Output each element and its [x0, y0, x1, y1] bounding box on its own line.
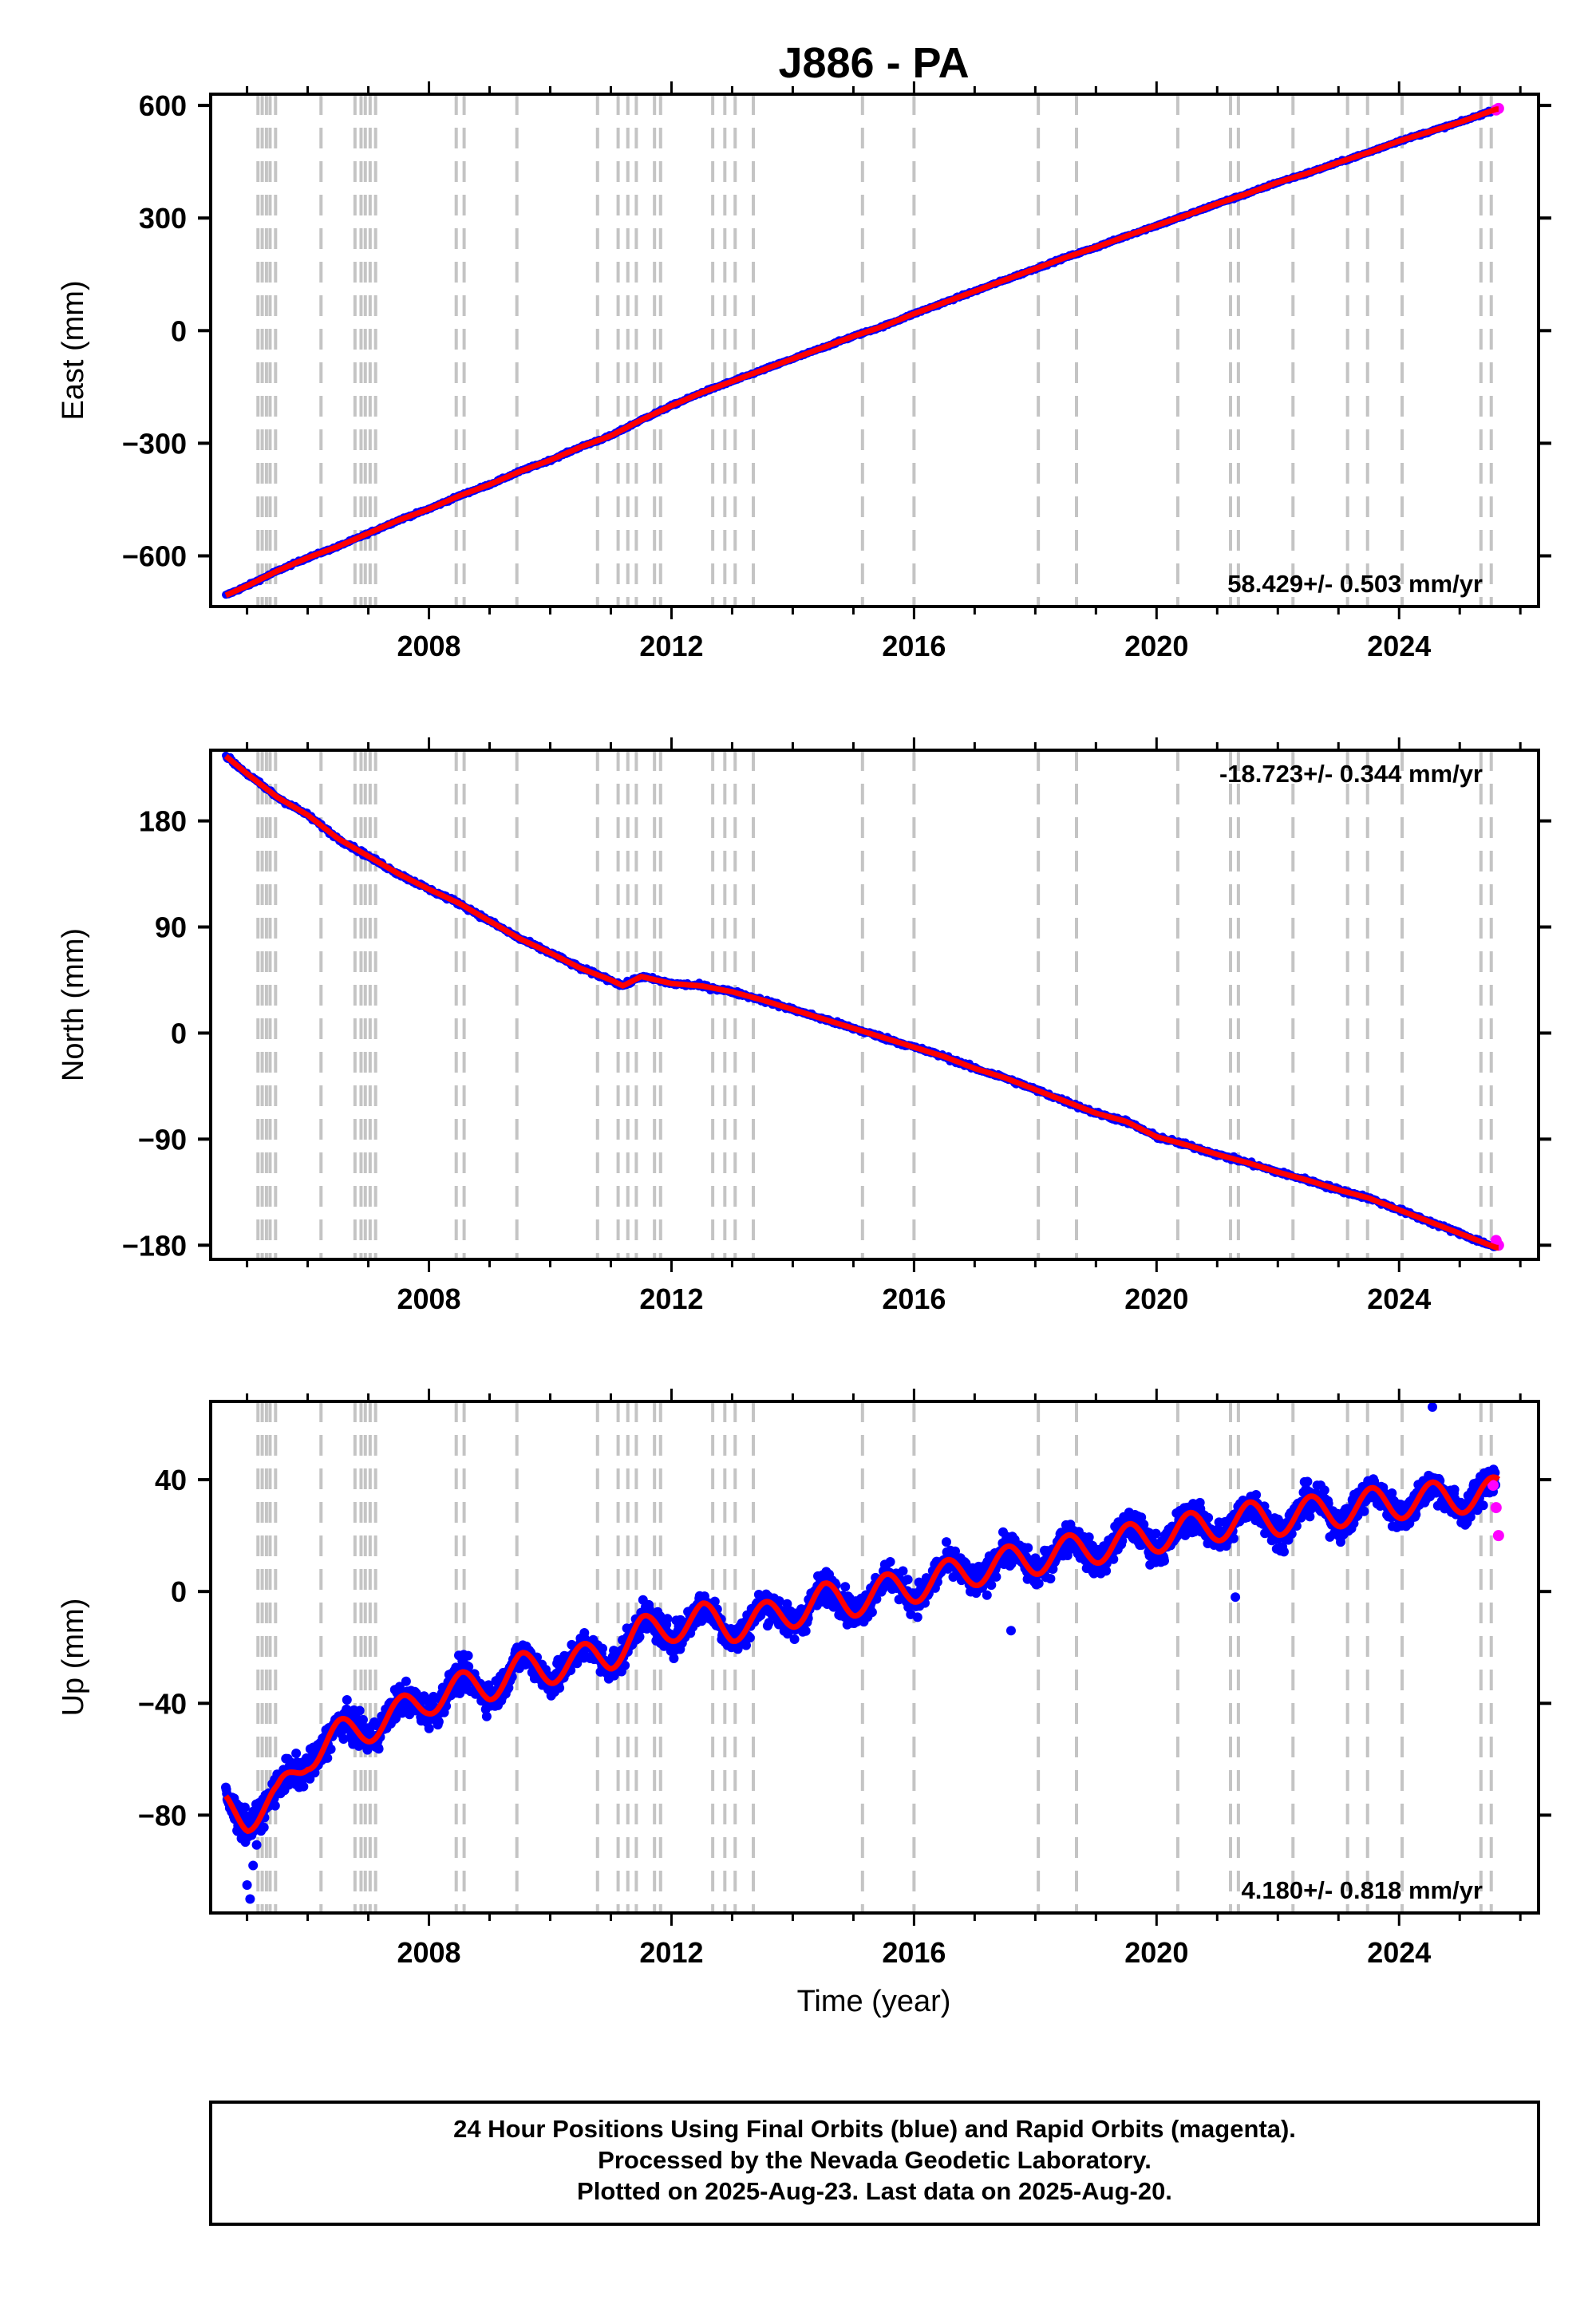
x-tick-label: 2016 — [882, 630, 946, 662]
north-axis-ticks: 180 90 0 −90 −180 2008 2012 2016 2020 2024 — [122, 737, 1551, 1315]
north-velocity-label: -18.723+/- 0.344 mm/yr — [1219, 760, 1483, 788]
data-point — [991, 1571, 1001, 1582]
data-point — [1023, 1543, 1033, 1553]
data-point — [620, 1660, 630, 1670]
data-point — [598, 1643, 607, 1654]
data-point — [745, 1633, 755, 1643]
data-point — [903, 1575, 913, 1585]
east-plot-frame — [209, 93, 1540, 608]
y-tick-label: −600 — [122, 540, 187, 573]
y-tick-label: 90 — [155, 911, 187, 944]
data-point — [464, 1662, 474, 1672]
data-point — [322, 1753, 333, 1763]
data-point — [885, 1557, 895, 1567]
data-point — [298, 1781, 309, 1792]
x-tick-label: 2008 — [397, 630, 460, 662]
x-tick-label: 2024 — [1367, 630, 1431, 662]
east-velocity-label: 58.429+/- 0.503 mm/yr — [1227, 570, 1483, 598]
chart-title: J886 - PA — [778, 39, 969, 87]
data-point — [840, 1582, 851, 1592]
equipment-change-lines — [256, 94, 1493, 607]
data-point — [741, 1640, 751, 1650]
data-point — [669, 1654, 679, 1663]
data-point — [239, 1802, 250, 1812]
east-panel: 600 300 0 −300 −600 2008 2012 2016 2020 2024 East… — [57, 81, 1551, 662]
x-tick-label: 2008 — [397, 1282, 460, 1315]
data-point — [354, 1705, 365, 1716]
data-point — [270, 1800, 280, 1811]
data-point — [484, 1680, 494, 1690]
data-point — [342, 1695, 352, 1705]
x-tick-label: 2012 — [639, 1282, 703, 1315]
x-tick-label: 2020 — [1124, 1282, 1188, 1315]
north-panel: 180 90 0 −90 −180 2008 2012 2016 2020 2024 North … — [57, 737, 1551, 1315]
data-point — [391, 1713, 401, 1723]
data-point — [401, 1676, 411, 1686]
data-point — [259, 1822, 269, 1832]
data-point — [572, 1658, 583, 1669]
data-point — [898, 1566, 908, 1576]
data-point — [358, 1714, 368, 1725]
up-data-points — [221, 1402, 1504, 1904]
data-point — [789, 1634, 800, 1644]
y-tick-label: 300 — [139, 202, 187, 235]
y-tick-label: −300 — [122, 427, 187, 460]
data-point — [1045, 1574, 1056, 1584]
x-tick-label: 2016 — [882, 1282, 946, 1315]
data-point — [338, 1734, 349, 1744]
east-axis-ticks: 600 300 0 −300 −600 2008 2012 2016 2020 2024 — [122, 81, 1551, 662]
data-point — [634, 1632, 645, 1642]
y-tick-label: 0 — [171, 314, 187, 347]
north-model-line — [223, 753, 1499, 1251]
data-point — [950, 1546, 960, 1556]
data-point — [986, 1580, 997, 1591]
y-tick-label: 600 — [139, 89, 187, 122]
data-point — [871, 1594, 882, 1604]
data-point — [774, 1596, 784, 1607]
data-point — [782, 1599, 792, 1609]
data-point — [433, 1717, 444, 1727]
east-model-line — [224, 106, 1499, 599]
data-point — [424, 1723, 434, 1733]
data-point — [555, 1683, 565, 1693]
data-point — [463, 1650, 473, 1661]
equipment-change-lines — [256, 750, 1493, 1259]
data-point — [709, 1596, 720, 1607]
data-point — [878, 1583, 888, 1594]
east-y-axis-label: East (mm) — [57, 280, 90, 420]
data-point — [1033, 1579, 1044, 1589]
data-point — [912, 1612, 922, 1622]
data-point — [764, 1618, 774, 1628]
data-point — [942, 1537, 951, 1547]
y-tick-label: −90 — [138, 1123, 187, 1156]
data-point — [251, 1840, 262, 1850]
data-point — [373, 1744, 384, 1754]
x-tick-label: 2024 — [1367, 1282, 1431, 1315]
data-point — [362, 1745, 373, 1755]
north-y-axis-label: North (mm) — [57, 928, 90, 1081]
x-tick-label: 2012 — [639, 630, 703, 662]
data-point — [982, 1590, 992, 1600]
y-tick-label: 0 — [171, 1017, 187, 1049]
y-tick-label: −180 — [122, 1229, 187, 1262]
data-point — [326, 1744, 336, 1754]
x-tick-label: 2020 — [1124, 630, 1188, 662]
data-point — [291, 1749, 302, 1758]
data-point — [800, 1626, 811, 1636]
y-tick-label: 180 — [139, 805, 187, 838]
data-point — [662, 1614, 673, 1624]
data-point — [867, 1607, 877, 1618]
north-plot-frame — [209, 749, 1540, 1261]
data-point — [481, 1711, 492, 1721]
